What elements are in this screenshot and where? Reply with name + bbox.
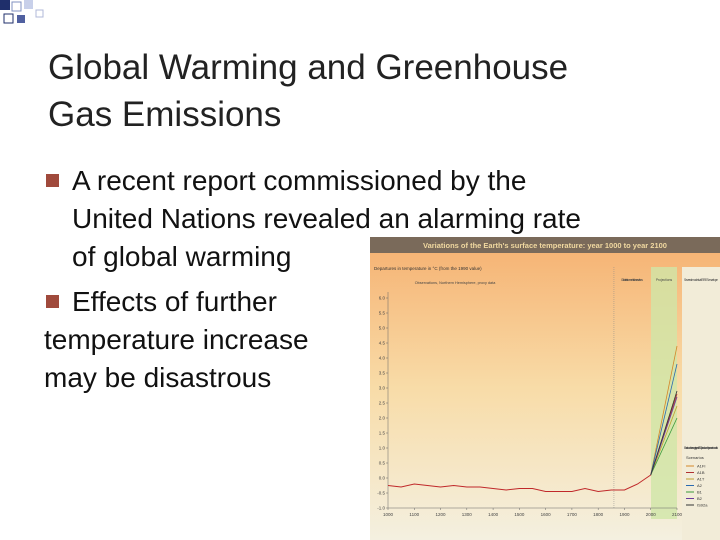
title-line: Global Warming and Greenhouse — [48, 48, 569, 87]
bullet-line: of global warming — [72, 241, 292, 272]
y-tick-label: 3.5 — [379, 371, 386, 376]
observed-line — [387, 474, 651, 493]
x-tick-label: 1800 — [593, 512, 604, 517]
y-tick-label: 1.5 — [379, 431, 386, 436]
scenario-line — [650, 405, 678, 476]
legend-label: A2 — [697, 483, 703, 488]
x-tick-label: 1700 — [567, 512, 578, 517]
y-tick-label: 2.0 — [379, 416, 386, 421]
chart-image: Variations of the Earth's surface temper… — [370, 237, 720, 540]
x-tick-label: 1100 — [409, 512, 419, 517]
bullet-marker — [46, 174, 59, 187]
legend-label: A1B — [697, 470, 705, 475]
x-tick-label: 2000 — [646, 512, 657, 517]
decoration — [0, 0, 44, 24]
y-tick-label: 5.5 — [379, 311, 386, 316]
bullet-marker — [46, 295, 59, 308]
x-tick-label: 2100 — [672, 512, 683, 517]
y-tick-label: 2.5 — [379, 401, 386, 406]
scenario-line — [650, 417, 678, 476]
y-tick-label: 6.0 — [379, 296, 386, 301]
x-tick-label: 1400 — [488, 512, 499, 517]
y-tick-label: 0.0 — [379, 476, 386, 481]
annotation: Several models all SRES envelope — [684, 278, 718, 282]
legend-title: Scenarios — [686, 455, 704, 460]
y-axis-label: Departures in temperature in °C (from th… — [374, 266, 482, 271]
x-tick-label: 1300 — [462, 512, 473, 517]
slide-title: Global Warming and Greenhouse Gas Emissi… — [48, 44, 568, 138]
y-tick-label: 1.0 — [379, 446, 386, 451]
legend-label: B2 — [697, 496, 703, 501]
x-tick-label: 1000 — [383, 512, 394, 517]
x-tick-label: 1600 — [541, 512, 552, 517]
annotation: Projections — [656, 278, 673, 282]
y-tick-label: 3.0 — [379, 386, 386, 391]
x-tick-label: 1200 — [436, 512, 447, 517]
scenario-line — [650, 345, 678, 476]
legend-label: A1FI — [697, 464, 705, 469]
bullet-line: United Nations revealed an alarming rate — [72, 203, 581, 234]
bullet-line: Effects of further — [72, 286, 277, 317]
scenario-line — [650, 390, 678, 476]
legend-label: IS92a — [697, 503, 708, 508]
y-tick-label: -0.5 — [377, 491, 385, 496]
bullet-line: temperature increase — [44, 324, 309, 355]
bullet: Effects of further temperature increase … — [44, 283, 309, 397]
scenario-line — [650, 363, 678, 476]
y-tick-label: 4.5 — [379, 341, 386, 346]
y-tick-label: 0.5 — [379, 461, 386, 466]
annotation: Observations, Northern Hemisphere, proxy… — [415, 281, 497, 285]
y-tick-label: -1.0 — [377, 506, 385, 511]
bullet: A recent report commissioned by the Unit… — [72, 162, 581, 276]
x-tick-label: 1500 — [514, 512, 525, 517]
legend-label: A1T — [697, 477, 705, 482]
projection-band — [651, 267, 677, 519]
annotation: Global instrumental observations — [621, 278, 643, 282]
y-tick-label: 5.0 — [379, 326, 386, 331]
annotation: Bars show the range in year 2100 produce… — [684, 446, 718, 450]
chart-title-bar — [370, 237, 720, 253]
bullet-line: may be disastrous — [44, 362, 272, 393]
chart-title: Variations of the Earth's surface temper… — [423, 241, 667, 250]
legend-label: B1 — [697, 490, 703, 495]
y-tick-label: 4.0 — [379, 356, 386, 361]
title-line: Gas Emissions — [48, 95, 282, 134]
side-panel — [682, 267, 720, 540]
x-tick-label: 1900 — [619, 512, 630, 517]
bullet-line: A recent report commissioned by the — [72, 165, 527, 196]
